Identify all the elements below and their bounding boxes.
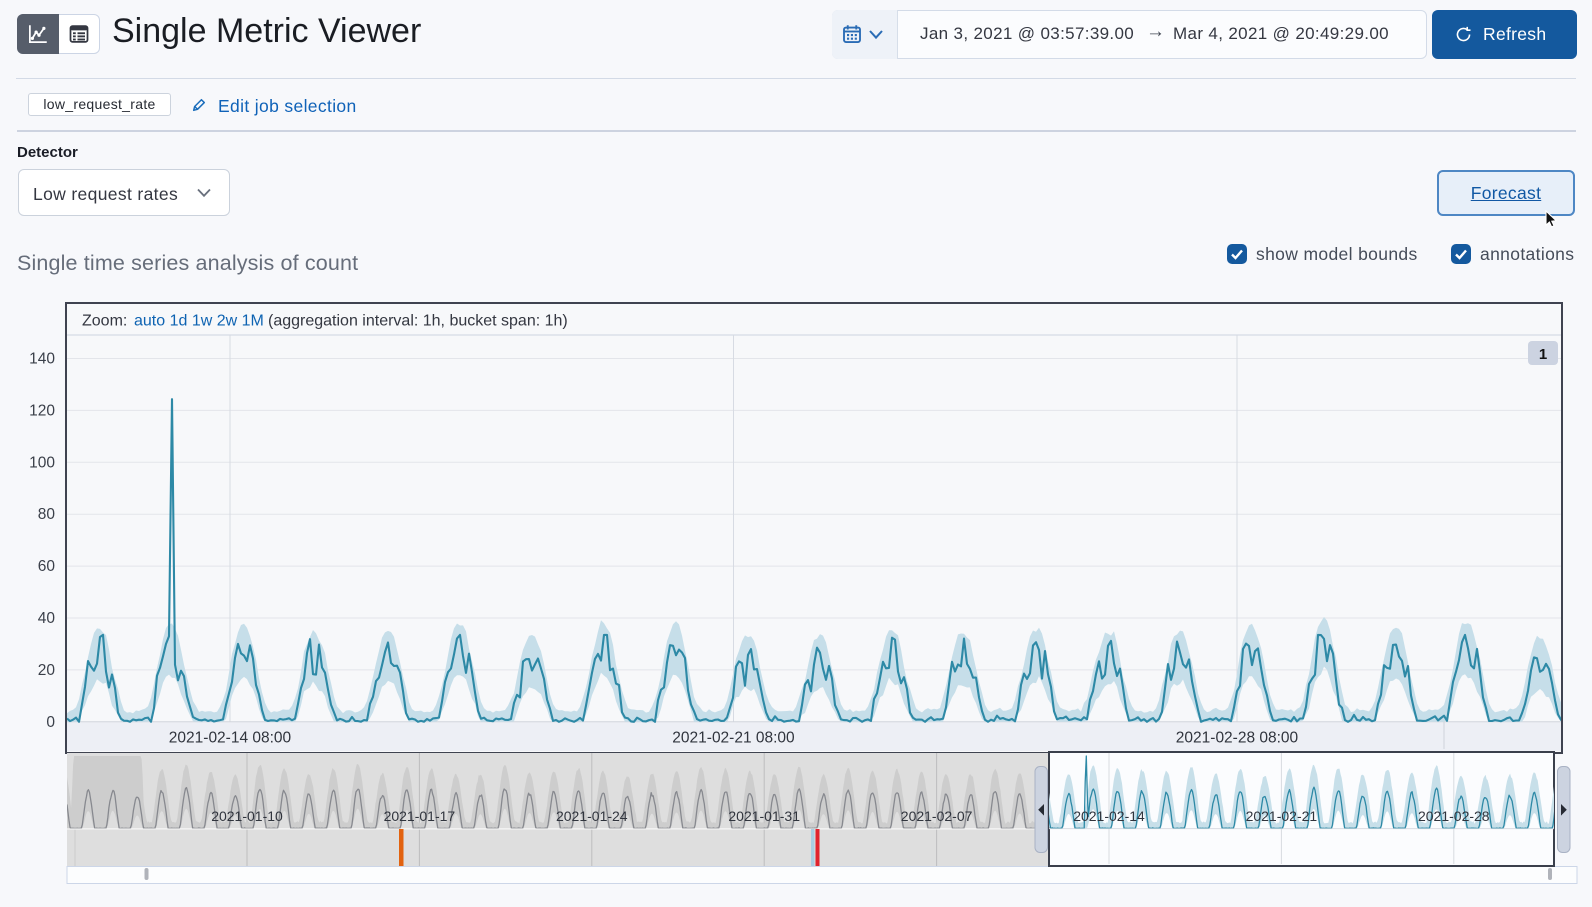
svg-text:2021-02-14: 2021-02-14 [1073, 808, 1145, 824]
svg-text:2021-02-28 08:00: 2021-02-28 08:00 [1176, 730, 1299, 747]
svg-text:2021-01-17: 2021-01-17 [384, 808, 456, 824]
svg-text:1: 1 [1539, 346, 1547, 363]
svg-text:2021-02-21: 2021-02-21 [1246, 808, 1318, 824]
svg-text:(aggregation interval: 1h, buc: (aggregation interval: 1h, bucket span: … [268, 313, 568, 330]
svg-text:2021-02-21 08:00: 2021-02-21 08:00 [672, 730, 795, 747]
svg-text:2021-01-31: 2021-01-31 [728, 808, 800, 824]
svg-text:120: 120 [29, 402, 55, 419]
svg-text:auto 1d 1w 2w 1M: auto 1d 1w 2w 1M [134, 313, 264, 330]
svg-text:100: 100 [29, 454, 55, 471]
svg-text:60: 60 [38, 558, 56, 575]
svg-text:2021-01-24: 2021-01-24 [556, 808, 628, 824]
svg-text:40: 40 [38, 610, 56, 627]
svg-text:2021-02-28: 2021-02-28 [1418, 808, 1490, 824]
svg-text:2021-01-10: 2021-01-10 [211, 808, 283, 824]
svg-text:2021-02-07: 2021-02-07 [901, 808, 973, 824]
svg-text:2021-02-14 08:00: 2021-02-14 08:00 [169, 730, 292, 747]
svg-text:0: 0 [46, 714, 55, 731]
svg-text:80: 80 [38, 506, 56, 523]
svg-text:20: 20 [38, 662, 56, 679]
svg-text:140: 140 [29, 351, 55, 368]
svg-text:Zoom:: Zoom: [82, 313, 127, 330]
